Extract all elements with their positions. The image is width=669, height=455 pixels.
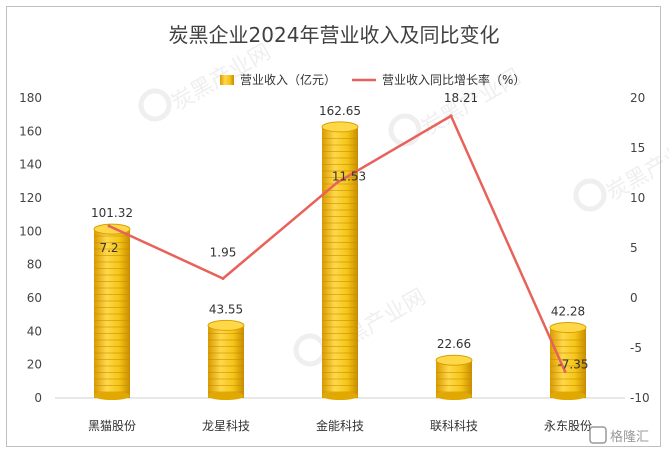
bar-body (322, 126, 358, 399)
x-tick-label: 黑猫股份 (88, 419, 136, 433)
y-left-tick-label: 40 (27, 324, 42, 338)
bar (435, 354, 473, 400)
watermark-logo (138, 88, 172, 122)
bar-body (208, 325, 244, 398)
y-right-tick-label: 15 (630, 141, 645, 155)
bar-body (94, 229, 130, 398)
bar (93, 223, 131, 400)
y-right-tick-label: -10 (630, 391, 650, 405)
y-left-tick-label: 180 (19, 91, 42, 105)
x-tick-label: 联科科技 (430, 419, 478, 433)
x-tick-label: 金能科技 (316, 418, 364, 433)
growth-point (335, 181, 339, 185)
y-right-tick-label: -5 (630, 341, 642, 355)
growth-point (221, 277, 225, 280)
y-right-tick-label: 20 (630, 91, 645, 105)
y-left-tick-label: 60 (27, 291, 42, 305)
growth-point (563, 370, 567, 373)
x-tick-label: 龙星科技 (202, 419, 250, 433)
bar-base (550, 392, 586, 400)
legend-bar-swatch (220, 75, 234, 85)
line-value-label: 11.53 (332, 170, 366, 184)
y-right-tick-label: 0 (630, 291, 638, 305)
bar-body (550, 327, 586, 398)
bar-cap (435, 354, 473, 366)
bar-value-label: 43.55 (209, 302, 243, 316)
bar-base (322, 392, 358, 400)
brand-text: 格隆汇 (610, 429, 649, 445)
legend-bar-label: 营业收入（亿元） (240, 72, 336, 87)
watermark-logo (388, 113, 422, 147)
y-left-tick-label: 20 (27, 358, 42, 372)
bar-value-label: 42.28 (551, 305, 585, 319)
y-left-tick-label: 120 (19, 191, 42, 205)
y-left-tick-label: 0 (34, 391, 42, 405)
legend-line-label: 营业收入同比增长率（%） (382, 72, 525, 87)
watermark-logo (293, 333, 327, 367)
line-value-label: 1.95 (210, 246, 237, 260)
brand-logo: 格隆汇 (589, 426, 649, 445)
line-value-label: -7.35 (557, 358, 588, 372)
brand-icon (589, 426, 607, 444)
bar-base (94, 392, 130, 400)
y-left-tick-label: 80 (27, 258, 42, 272)
y-right-tick-label: 10 (630, 191, 645, 205)
bar (321, 121, 359, 400)
bar-cap (321, 121, 359, 133)
y-left-tick-label: 160 (19, 124, 42, 138)
bar (549, 322, 587, 400)
bar-base (208, 392, 244, 400)
bar-value-label: 162.65 (319, 104, 361, 118)
watermark-logo (573, 178, 607, 212)
bar-base (436, 392, 472, 400)
line-value-label: 18.21 (444, 91, 478, 105)
bar-value-label: 101.32 (91, 206, 133, 220)
y-right-tick-label: 5 (630, 241, 638, 255)
growth-point (449, 114, 453, 118)
bar-cap (549, 322, 587, 334)
bar-value-label: 22.66 (437, 337, 471, 351)
y-left-tick-label: 140 (19, 158, 42, 172)
line-value-label: 7.2 (99, 241, 118, 255)
bar-cap (207, 319, 245, 331)
x-tick-label: 永东股份 (544, 419, 592, 433)
y-left-tick-label: 100 (19, 224, 42, 238)
growth-point (107, 224, 111, 228)
bar (207, 319, 245, 400)
chart-title: 炭黑企业2024年营业收入及同比变化 (169, 23, 500, 47)
